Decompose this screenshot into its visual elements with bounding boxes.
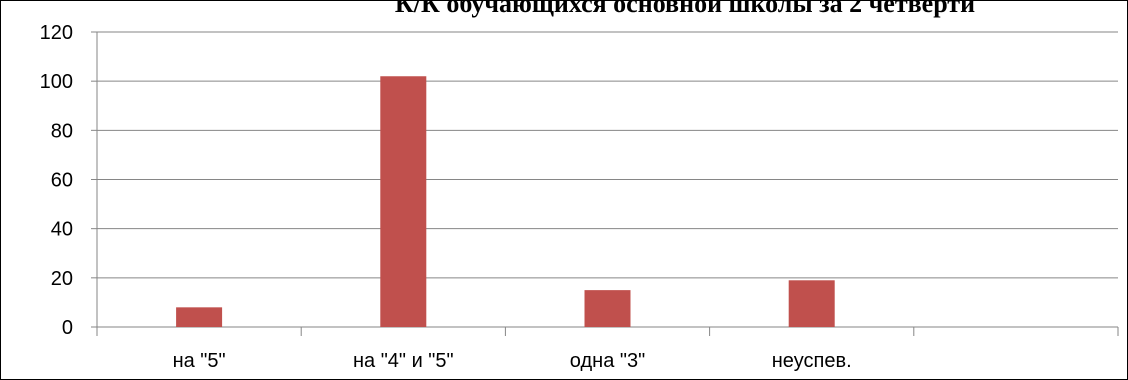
y-tick-label: 100: [40, 71, 73, 93]
bar: [788, 280, 835, 327]
y-tick-label: 40: [51, 219, 73, 241]
y-tick-label: 60: [51, 170, 73, 192]
y-tick-label: 0: [62, 317, 73, 339]
bar: [176, 307, 223, 327]
y-tick-label: 80: [51, 120, 73, 142]
bar: [380, 76, 427, 327]
bar: [584, 290, 631, 327]
x-tick-label: неуспев.: [772, 350, 852, 372]
x-tick-label: одна "3": [570, 350, 645, 372]
y-tick-label: 120: [40, 22, 73, 44]
x-tick-label: на "5": [173, 350, 226, 372]
y-tick-label: 20: [51, 268, 73, 290]
x-tick-label: на "4" и "5": [353, 350, 454, 372]
chart-title: К/К обучающихся основной школы за 2 четв…: [394, 0, 976, 18]
